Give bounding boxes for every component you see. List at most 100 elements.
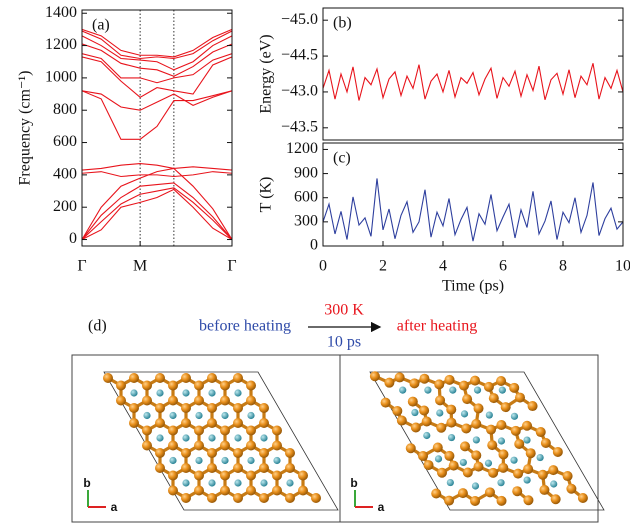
atom xyxy=(422,416,432,426)
atom xyxy=(419,405,429,415)
dopant-atom xyxy=(182,389,189,396)
atom xyxy=(392,406,402,416)
dopant-atom xyxy=(221,412,228,419)
atom xyxy=(526,448,536,458)
x-tick-label: Γ xyxy=(227,258,236,275)
atom xyxy=(435,395,445,405)
atom xyxy=(168,471,178,481)
y-tick-label: 1000 xyxy=(45,69,77,86)
dopant-atom xyxy=(234,479,241,486)
y-tick-label: 300 xyxy=(294,213,318,230)
x-tick-label: Γ xyxy=(77,258,86,275)
atom xyxy=(488,468,498,478)
dopant-atom xyxy=(447,479,454,486)
atom xyxy=(509,383,519,393)
dopant-atom xyxy=(498,437,505,444)
dopant-atom xyxy=(234,389,241,396)
atom xyxy=(272,441,282,451)
atom xyxy=(220,426,230,436)
panel-label: (c) xyxy=(333,150,351,167)
atom xyxy=(181,418,191,428)
dopant-atom xyxy=(247,457,254,464)
atom xyxy=(259,463,269,473)
atom xyxy=(484,382,494,392)
atom xyxy=(528,401,538,411)
atom xyxy=(194,396,204,406)
y-tick-label: 1200 xyxy=(45,36,77,53)
atom xyxy=(551,494,561,504)
atom xyxy=(578,493,588,503)
y-axis-label: T (K) xyxy=(258,177,275,213)
dopant-atom xyxy=(221,457,228,464)
atom xyxy=(395,372,405,382)
atom xyxy=(445,375,455,385)
x-tick-label: 0 xyxy=(319,258,327,275)
panel-label: (d) xyxy=(88,318,107,335)
atom xyxy=(498,449,508,459)
dopant-atom xyxy=(182,434,189,441)
dopant-atom xyxy=(537,454,544,461)
dopant-atom xyxy=(195,457,202,464)
atom xyxy=(548,465,558,475)
series-line xyxy=(82,91,232,110)
atom xyxy=(259,448,269,458)
atom xyxy=(461,423,471,433)
atom xyxy=(168,396,178,406)
atom xyxy=(207,493,217,503)
atom xyxy=(142,426,152,436)
atom xyxy=(470,376,480,386)
atom xyxy=(142,441,152,451)
atom xyxy=(259,418,269,428)
series-line xyxy=(323,178,623,241)
atom xyxy=(566,484,576,494)
atom xyxy=(155,418,165,428)
atom xyxy=(459,381,469,391)
atom xyxy=(298,471,308,481)
dopant-atom xyxy=(156,389,163,396)
atom xyxy=(259,493,269,503)
dopant-atom xyxy=(130,389,137,396)
dopant-atom xyxy=(195,412,202,419)
plot-frame xyxy=(323,143,623,246)
axis-a: a xyxy=(111,500,118,514)
atom xyxy=(194,381,204,391)
axis-a: a xyxy=(378,500,385,514)
dopant-atom xyxy=(273,457,280,464)
axis-b: b xyxy=(83,476,90,490)
y-tick-label: 1200 xyxy=(286,140,318,157)
x-tick-label: 2 xyxy=(379,258,387,275)
before-label: before heating xyxy=(199,318,291,335)
atom xyxy=(155,403,165,413)
series-line xyxy=(82,172,232,177)
atom xyxy=(523,495,533,505)
y-tick-label: 0 xyxy=(310,237,318,254)
atom xyxy=(462,394,472,404)
atom xyxy=(381,398,391,408)
atom xyxy=(233,373,243,383)
dopant-atom xyxy=(497,479,504,486)
plot-frame xyxy=(82,10,232,246)
atom xyxy=(522,421,532,431)
atom xyxy=(446,405,456,415)
atom xyxy=(471,450,481,460)
panel-label: (b) xyxy=(333,15,352,32)
atom xyxy=(553,447,563,457)
atom xyxy=(285,463,295,473)
series-line xyxy=(82,168,232,239)
atom xyxy=(181,403,191,413)
atom xyxy=(285,448,295,458)
atom xyxy=(181,373,191,383)
dopant-atom xyxy=(208,389,215,396)
panel-label: (a) xyxy=(92,17,110,34)
y-tick-label: 400 xyxy=(53,166,77,183)
atom xyxy=(485,487,495,497)
atom xyxy=(181,493,191,503)
y-tick-label: 800 xyxy=(53,101,77,118)
atom xyxy=(168,441,178,451)
atom xyxy=(471,419,481,429)
atom xyxy=(207,448,217,458)
atom xyxy=(155,463,165,473)
atom xyxy=(458,488,468,498)
dopant-atom xyxy=(473,436,480,443)
